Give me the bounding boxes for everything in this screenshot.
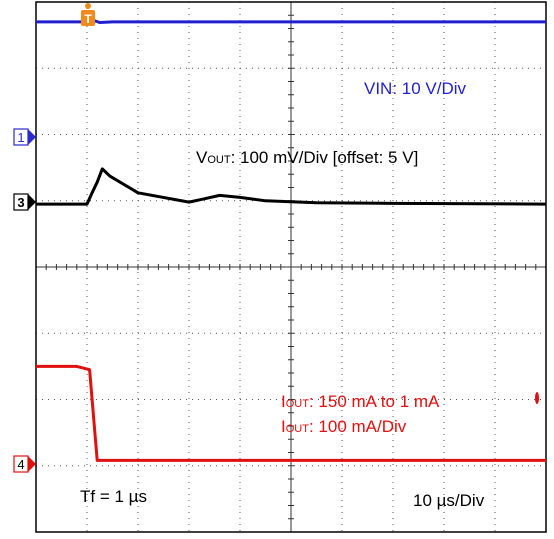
trigger-marker: T	[81, 3, 95, 26]
vout-prefix: V	[196, 148, 208, 167]
iout1-subscript: OUT	[286, 398, 310, 410]
iout2-subscript: OUT	[286, 423, 310, 435]
trace-vin	[36, 18, 546, 24]
iout1-rest: : 150 mA to 1 mA	[309, 392, 440, 411]
fall-time-annotation: Tf = 1 µs	[80, 487, 147, 506]
channel-1-marker: 1	[13, 128, 36, 146]
iout-level-marker	[535, 392, 539, 404]
traces	[36, 18, 547, 462]
iout1-prefix: I	[281, 392, 286, 411]
vout-rest: : 100 mV/Div [offset: 5 V]	[231, 148, 419, 167]
trace-vout	[36, 167, 547, 206]
iout-scale-annotation: IOUT: 100 mA/Div	[281, 417, 407, 436]
iout-range-annotation: IOUT: 150 mA to 1 mA	[281, 392, 440, 411]
vin-annotation: VIN: 10 V/Div	[364, 79, 467, 98]
plot-frame	[35, 1, 547, 533]
channel-3-label: 3	[17, 195, 24, 210]
channel-3-marker: 3	[13, 193, 36, 211]
iout2-prefix: I	[281, 417, 286, 436]
channel-1-label: 1	[17, 130, 24, 145]
channel-4-label: 4	[17, 457, 24, 472]
channel-4-marker: 4	[13, 455, 36, 473]
iout2-rest: : 100 mA/Div	[309, 417, 407, 436]
vout-subscript: OUT	[207, 154, 231, 166]
timebase-annotation: 10 µs/Div	[413, 491, 485, 510]
graticule	[35, 1, 546, 532]
vout-annotation: VOUT: 100 mV/Div [offset: 5 V]	[196, 148, 418, 167]
trigger-label: T	[84, 12, 92, 26]
trace-iout	[36, 364, 546, 462]
